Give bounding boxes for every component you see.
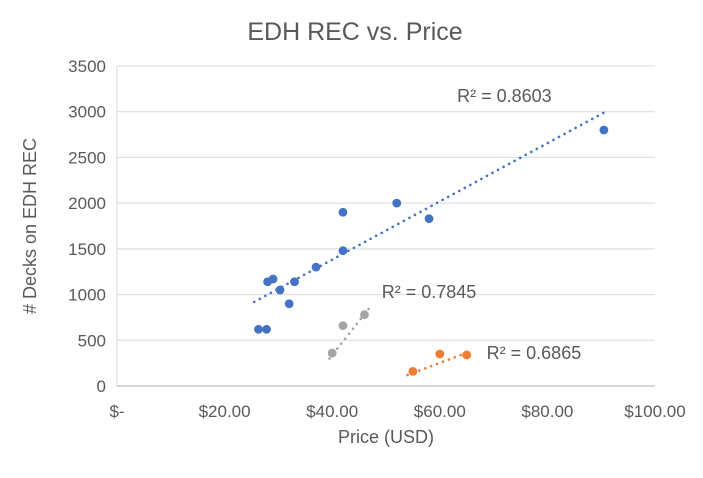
r2-label-orange: R² = 0.6865	[487, 343, 582, 363]
y-tick-label: 3500	[68, 57, 106, 76]
data-point-gray	[338, 321, 348, 331]
trendline-gray	[328, 306, 372, 360]
y-axis-title: # Decks on EDH REC	[20, 138, 40, 314]
data-point-blue	[254, 324, 263, 334]
r2-label-gray: R² = 0.7845	[382, 282, 477, 302]
data-point-orange	[408, 366, 418, 376]
x-tick-label: $60.00	[414, 402, 466, 421]
y-tick-label: 1500	[68, 240, 106, 259]
data-point-blue	[275, 285, 285, 295]
data-point-blue	[290, 277, 299, 287]
x-tick-label: $80.00	[521, 402, 573, 421]
data-point-blue	[599, 125, 609, 135]
data-point-blue	[338, 246, 348, 256]
y-tick-label: 2500	[68, 148, 106, 167]
data-point-blue	[392, 198, 402, 208]
data-point-blue	[424, 214, 434, 224]
r2-label-blue: R² = 0.8603	[457, 86, 552, 106]
y-tick-label: 500	[78, 331, 106, 350]
data-point-blue	[338, 207, 348, 217]
x-tick-label: $-	[109, 402, 124, 421]
data-point-blue	[284, 299, 294, 309]
gridlines	[117, 65, 655, 387]
data-point-orange	[462, 350, 472, 360]
axes	[116, 66, 655, 387]
x-axis-title: Price (USD)	[338, 427, 434, 447]
x-tick-label: $40.00	[306, 402, 358, 421]
data-point-orange	[435, 349, 445, 359]
data-point-gray	[327, 348, 337, 358]
data-point-blue	[311, 262, 321, 272]
x-tick-label: $100.00	[624, 402, 685, 421]
x-tick-label: $20.00	[199, 402, 251, 421]
trendline-orange	[406, 349, 473, 377]
y-tick-label: 2000	[68, 194, 106, 213]
axis-labels: 0 500 1000 1500 2000 2500 3000 3500 $- $20.00 $40.…	[68, 57, 686, 421]
data-point-blue	[268, 274, 278, 284]
data-series: R² = 0.8603 R² = 0.7845 R² = 0.6865	[252, 86, 609, 377]
data-point-gray	[360, 310, 369, 320]
trendline-blue	[252, 111, 606, 304]
y-tick-label: 3000	[68, 103, 106, 122]
chart-title: EDH REC vs. Price	[247, 18, 462, 46]
y-tick-label: 1000	[68, 286, 106, 305]
data-point-blue	[262, 324, 271, 334]
y-tick-label: 0	[97, 377, 106, 396]
